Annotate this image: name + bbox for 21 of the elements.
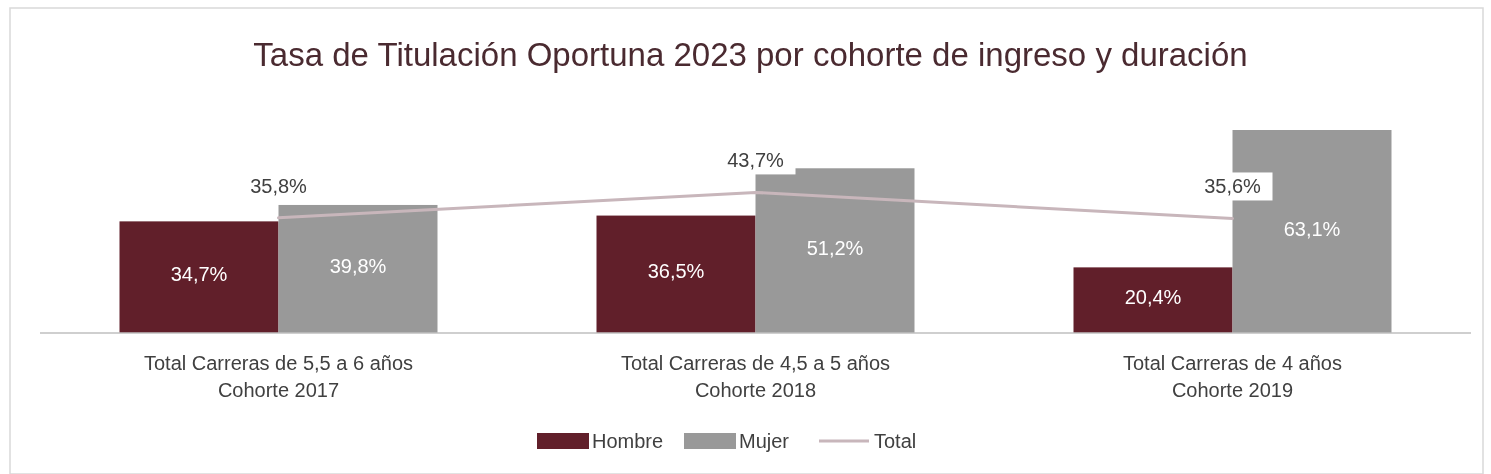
data-label: 20,4% (1124, 286, 1182, 309)
bar (755, 168, 915, 333)
legend-label: Mujer (739, 430, 790, 452)
data-label: 35,6% (1204, 175, 1262, 198)
chart-title: Tasa de Titulación Oportuna 2023 por cohorte de ingreso y duración (253, 36, 1248, 73)
x-tick-label: Total Carreras de 4 años Cohorte 2019 (1122, 352, 1343, 401)
bar (596, 215, 756, 333)
bar (119, 221, 279, 333)
data-label: 39,8% (329, 254, 387, 277)
x-tick-label: Total Carreras de 5,5 a 6 años Cohorte 2017 (143, 352, 414, 401)
data-label: 36,5% (647, 260, 705, 283)
data-label: 63,1% (1283, 217, 1341, 240)
bar (1073, 267, 1233, 333)
x-tick-label: Total Carreras de 4,5 a 5 años Cohorte 2018 (620, 352, 891, 401)
legend-label: Hombre (592, 430, 664, 452)
bar (278, 204, 438, 333)
data-label: 43,7% (727, 149, 785, 172)
legend-label: Total (874, 430, 917, 452)
data-label: 35,8% (250, 174, 308, 197)
data-label: 34,7% (170, 263, 228, 286)
data-label: 51,2% (806, 236, 864, 259)
